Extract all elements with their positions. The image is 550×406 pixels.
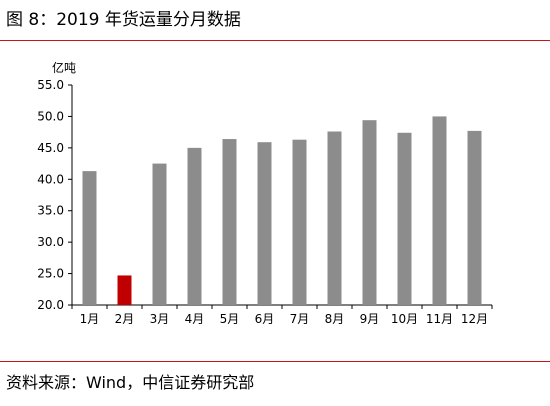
- bar-6月: [257, 142, 272, 305]
- x-tick-label: 12月: [461, 312, 488, 326]
- y-tick-label: 25.0: [37, 267, 64, 281]
- y-tick-label: 30.0: [37, 235, 64, 249]
- bar-4月: [187, 147, 202, 305]
- y-tick-label: 35.0: [37, 204, 64, 218]
- x-axis: 1月 2月 3月 4月 5月 6月 7月 8月 9月 10月 11月 12月: [71, 304, 493, 326]
- bar-3月: [152, 163, 167, 305]
- x-tick-label: 2月: [115, 312, 135, 326]
- x-tick-label: 9月: [360, 312, 380, 326]
- bars: [82, 116, 482, 305]
- y-tick-label: 50.0: [37, 109, 64, 123]
- bar-8月: [327, 131, 342, 305]
- x-tick-label: 3月: [150, 312, 170, 326]
- bar-11月: [432, 116, 447, 305]
- bar-1月: [82, 171, 97, 305]
- x-tick-label: 10月: [391, 312, 418, 326]
- bar-5月: [222, 139, 237, 305]
- x-tick-label: 11月: [426, 312, 453, 326]
- bar-chart: 亿吨 20.0 25.0 30.0 35.0 40.0 45.0 50.0 55.0 1月 2月…: [37, 60, 493, 326]
- bar-10月: [397, 132, 412, 305]
- y-tick-label: 45.0: [37, 141, 64, 155]
- y-axis-unit-label: 亿吨: [52, 60, 76, 75]
- y-tick-label: 55.0: [37, 78, 64, 92]
- x-tick-label: 7月: [290, 312, 310, 326]
- bottom-divider: [0, 361, 550, 362]
- bar-2月: [117, 275, 132, 305]
- x-tick-label: 1月: [80, 312, 100, 326]
- bar-9月: [362, 120, 377, 305]
- x-tick-label: 8月: [325, 312, 345, 326]
- y-axis: 20.0 25.0 30.0 35.0 40.0 45.0 50.0 55.0: [37, 78, 73, 312]
- bar-7月: [292, 139, 307, 305]
- y-tick-label: 20.0: [37, 298, 64, 312]
- x-tick-label: 4月: [185, 312, 205, 326]
- top-divider: [0, 40, 550, 41]
- bar-12月: [467, 130, 482, 305]
- x-tick-label: 6月: [255, 312, 275, 326]
- x-tick-label: 5月: [220, 312, 240, 326]
- figure-title: 图 8：2019 年货运量分月数据: [6, 10, 241, 30]
- source-note: 资料来源：Wind，中信证券研究部: [6, 373, 255, 392]
- y-tick-label: 40.0: [37, 172, 64, 186]
